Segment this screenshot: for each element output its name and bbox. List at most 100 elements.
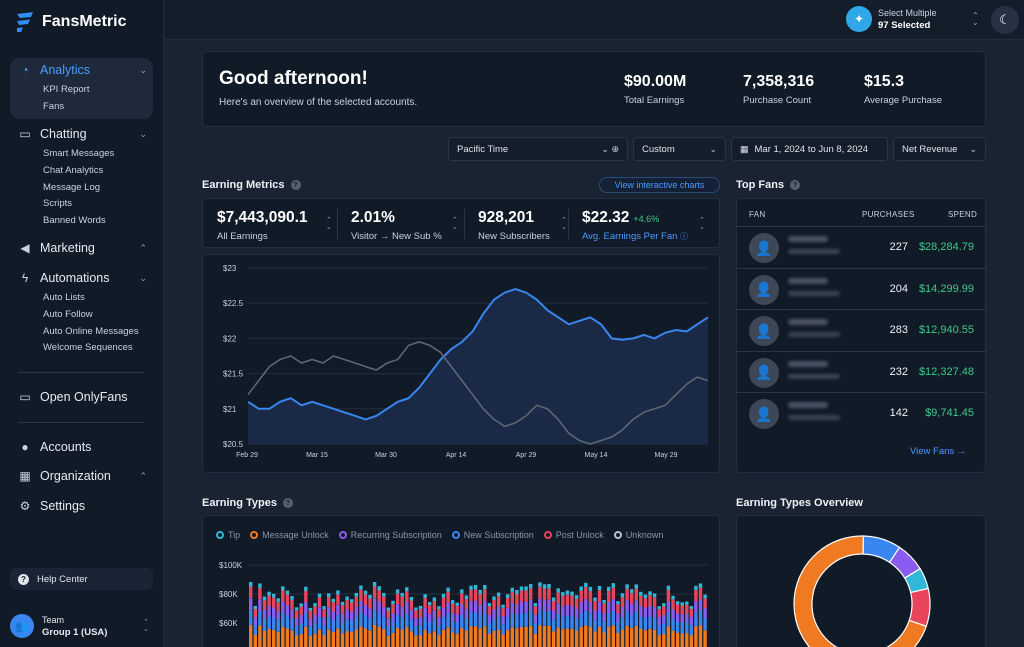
- nav-item-auto-follow[interactable]: Auto Follow: [43, 308, 93, 320]
- help-center-button[interactable]: ? Help Center: [10, 568, 153, 590]
- legend-dot-icon: [613, 531, 622, 539]
- earning-metrics-title: Earning Metrics ?: [202, 179, 301, 191]
- bar-segment: [551, 619, 556, 632]
- bar-segment: [386, 610, 391, 619]
- nav-item-message-log[interactable]: Message Log: [43, 181, 101, 193]
- bar-segment: [423, 630, 427, 647]
- nav-accounts-head[interactable]: ● Accounts: [10, 435, 153, 459]
- bar-segment: [249, 598, 253, 611]
- legend-item[interactable]: Unknown: [613, 530, 663, 540]
- nav-item-smart-messages[interactable]: Smart Messages: [43, 148, 115, 159]
- bar-segment: [331, 632, 335, 647]
- nav-analytics-head[interactable]: ◔ Analytics ⌄: [10, 58, 153, 82]
- bar-segment: [666, 589, 671, 602]
- info-icon[interactable]: ?: [290, 180, 301, 190]
- bar-segment: [666, 626, 671, 647]
- bar-segment: [483, 585, 487, 590]
- team-switcher[interactable]: 👥 Team Group 1 (USA) ⌃ ⌄: [10, 610, 153, 642]
- legend-item[interactable]: New Subscription: [451, 530, 534, 540]
- donut-chart[interactable]: [737, 516, 987, 647]
- fan-row[interactable]: 👤 142 $9,741.45: [736, 392, 986, 434]
- metric-divider: [337, 209, 338, 239]
- chevron-down-icon: ⌄: [139, 64, 147, 75]
- bar-segment: [501, 634, 505, 647]
- bar-segment: [294, 635, 299, 647]
- fan-row[interactable]: 👤 283 $12,940.55: [736, 309, 986, 351]
- view-fans-link[interactable]: View Fans →: [910, 446, 967, 457]
- bar-segment: [418, 635, 423, 647]
- bar-segment: [510, 613, 514, 628]
- bar-segment: [689, 625, 693, 636]
- bar-segment: [294, 625, 299, 636]
- bar-segment: [579, 586, 583, 591]
- bar-segment: [519, 626, 524, 647]
- bar-segment: [501, 624, 505, 635]
- donut-slice[interactable]: [793, 535, 928, 647]
- metric-all-earnings[interactable]: $7,443,090.1 All Earnings ⌃ ⌄: [203, 199, 337, 249]
- bar-segment: [272, 607, 276, 618]
- greeting-subtitle: Here's an overview of the selected accou…: [219, 97, 418, 108]
- series-line[interactable]: [247, 341, 709, 445]
- bar-segment: [551, 597, 556, 601]
- nav-item-kpi-report[interactable]: KPI Report: [43, 84, 90, 95]
- legend-item[interactable]: Message Unlock: [250, 530, 329, 540]
- nav-organization-head[interactable]: ▦ Organization ⌃: [10, 464, 153, 488]
- earning-types-legend: Tip Message Unlock Recurring Subscription N…: [216, 530, 663, 540]
- legend-item[interactable]: Recurring Subscription: [338, 530, 442, 540]
- donut-slice[interactable]: [908, 587, 931, 628]
- date-range-picker[interactable]: ▦ Mar 1, 2024 to Jun 8, 2024: [731, 137, 888, 161]
- metric-avg-earnings-per-fan[interactable]: $22.32 +4.6% Avg. Earnings Per Fan ⓘ ⌃ ⌄: [568, 199, 718, 249]
- bar-segment: [469, 601, 473, 613]
- legend-item[interactable]: Post Unlock: [543, 530, 604, 540]
- legend-dot-icon: [250, 531, 259, 539]
- timezone-select[interactable]: Pacific Time ⌄ ⊕: [448, 137, 628, 161]
- bar-segment: [418, 605, 423, 609]
- nav-chatting-head[interactable]: ▭ Chatting ⌄: [10, 122, 153, 146]
- column-header-purchases: PURCHASES: [862, 210, 915, 219]
- team-label: Team: [42, 614, 65, 625]
- bar-segment: [299, 614, 303, 624]
- nav-item-banned-words[interactable]: Banned Words: [43, 215, 106, 227]
- info-icon[interactable]: ?: [282, 498, 293, 508]
- bar-segment: [698, 587, 703, 600]
- dark-mode-toggle[interactable]: ☾: [991, 6, 1019, 34]
- bar-segment: [685, 633, 689, 647]
- section-title-text: Earning Types: [202, 497, 277, 509]
- bar-segment: [363, 628, 368, 647]
- earning-types-card: $100K $80K $60K: [202, 515, 720, 647]
- bar-segment: [556, 592, 560, 604]
- fan-row[interactable]: 👤 232 $12,327.48: [736, 350, 986, 393]
- fan-row[interactable]: 👤 204 $14,299.99: [736, 267, 986, 310]
- nav-marketing-head[interactable]: ◀ Marketing ⌃: [10, 236, 153, 260]
- bar-segment: [382, 592, 386, 597]
- kpi-value: 7,358,316: [743, 73, 815, 90]
- stacked-bar-chart[interactable]: $100K $80K $60K: [203, 516, 721, 647]
- chevron-updown-icon[interactable]: ⌃ ⌄: [972, 11, 979, 27]
- team-icon: 👥: [10, 614, 34, 638]
- brand-logo[interactable]: FansMetric: [14, 10, 126, 34]
- series-line[interactable]: [247, 288, 709, 421]
- metric-new-subscribers[interactable]: 928,201 New Subscribers ⌃ ⌄: [464, 199, 568, 249]
- metric-select[interactable]: Net Revenue ⌄: [893, 137, 986, 161]
- metric-visitor-conversion[interactable]: 2.01% Visitor → New Sub % ⌃ ⌄: [337, 199, 464, 249]
- fan-row[interactable]: 👤 227 $28,284.79: [736, 226, 986, 268]
- nav-item-welcome-sequences[interactable]: Welcome Sequences: [43, 342, 133, 354]
- bar-segment: [570, 616, 574, 629]
- bar-segment: [272, 593, 276, 598]
- nav-automations-head[interactable]: ϟ Automations ⌄: [10, 266, 153, 290]
- nav-settings-head[interactable]: ⚙ Settings: [10, 494, 153, 518]
- info-icon[interactable]: ?: [790, 180, 801, 190]
- account-selector[interactable]: ✦ Select Multiple 97 Selected: [846, 6, 937, 32]
- view-interactive-charts-button[interactable]: View interactive charts: [599, 177, 720, 193]
- bar-segment: [285, 628, 290, 647]
- nav-item-chat-analytics[interactable]: Chat Analytics: [43, 164, 104, 176]
- bar-segment: [395, 628, 400, 647]
- nav-item-auto-lists[interactable]: Auto Lists: [43, 292, 85, 303]
- nav-item-scripts[interactable]: Scripts: [43, 198, 73, 210]
- nav-item-auto-online-messages[interactable]: Auto Online Messages: [43, 325, 139, 337]
- legend-item[interactable]: Tip: [216, 530, 240, 540]
- line-chart[interactable]: $23 $22.5 $22 $21.5 $21 $20.5 Feb 29 Mar 15 Mar …: [203, 255, 721, 474]
- nav-item-fans[interactable]: Fans: [43, 100, 65, 112]
- range-type-select[interactable]: Custom ⌄: [633, 137, 726, 161]
- nav-open-onlyfans-head[interactable]: ▭ Open OnlyFans: [10, 385, 153, 409]
